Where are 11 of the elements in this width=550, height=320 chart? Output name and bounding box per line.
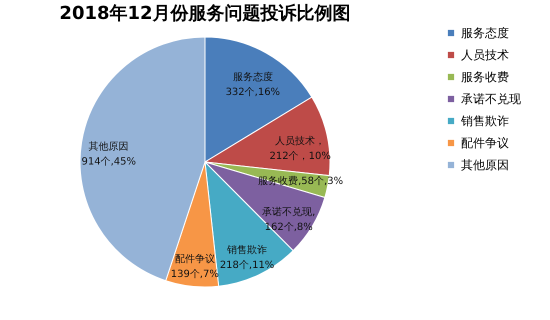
legend-label: 其他原因 [461, 158, 509, 172]
legend-label: 配件争议 [461, 136, 509, 150]
legend-label: 服务收费 [461, 70, 509, 84]
legend-label: 人员技术 [461, 48, 509, 62]
legend-label: 服务态度 [461, 26, 509, 40]
data-label: 其他原因 914个,45% [81, 140, 136, 168]
data-label: 销售欺诈 218个,11% [220, 244, 274, 271]
chart-title: 2018年12月份服务问题投诉比例图 [59, 3, 351, 24]
data-label: 服务态度 332个,16% [226, 71, 280, 98]
legend-label: 销售欺诈 [460, 114, 509, 128]
legend-label: 承诺不兑现 [461, 92, 521, 106]
